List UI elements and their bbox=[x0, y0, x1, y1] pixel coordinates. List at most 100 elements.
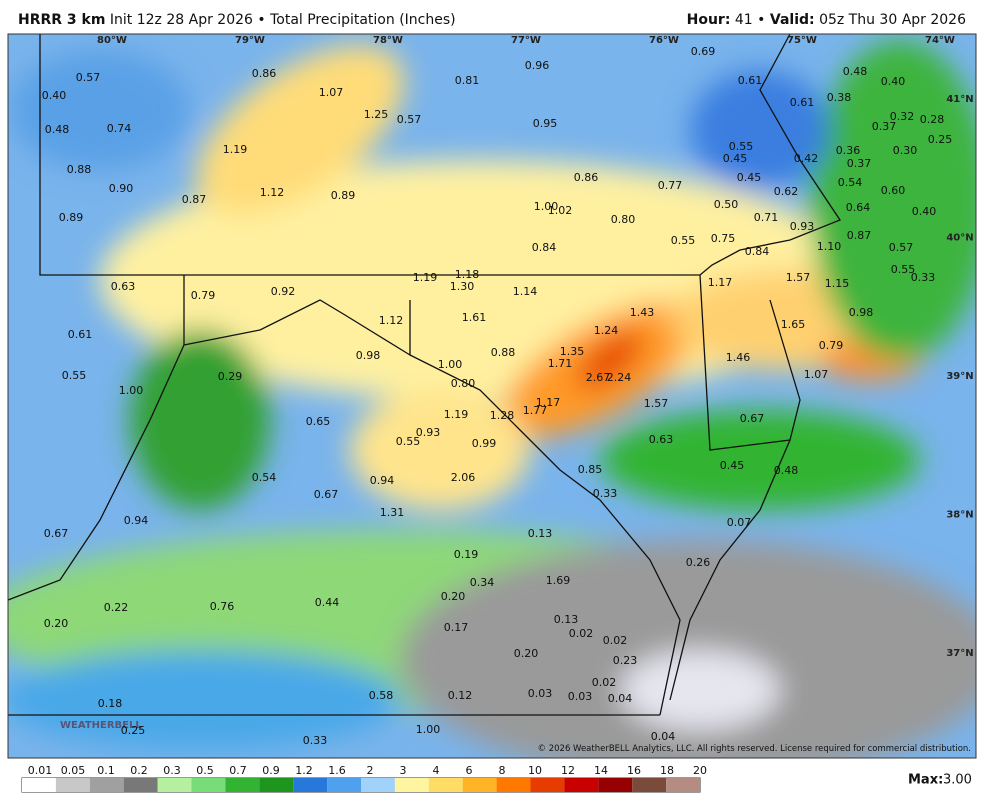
precip-value: 1.30 bbox=[450, 280, 475, 293]
precip-value: 0.48 bbox=[45, 123, 70, 136]
precip-value: 0.65 bbox=[306, 415, 331, 428]
precip-value: 0.54 bbox=[838, 176, 863, 189]
precip-value: 1.17 bbox=[708, 276, 733, 289]
precip-value: 0.03 bbox=[568, 690, 593, 703]
legend-label: 2 bbox=[367, 764, 374, 777]
valid-label: Valid: bbox=[769, 12, 815, 28]
precip-value: 0.93 bbox=[416, 426, 441, 439]
precip-value: 0.20 bbox=[441, 590, 466, 603]
precip-value: 0.12 bbox=[448, 689, 473, 702]
precip-value: 0.64 bbox=[846, 201, 871, 214]
precip-value: 0.90 bbox=[109, 182, 134, 195]
legend-label: 0.01 bbox=[28, 764, 53, 777]
precip-value: 1.46 bbox=[726, 351, 751, 364]
precip-value: 0.13 bbox=[554, 613, 579, 626]
precip-value: 0.54 bbox=[252, 471, 277, 484]
precip-value: 1.35 bbox=[560, 345, 585, 358]
legend-label: 12 bbox=[561, 764, 575, 777]
precip-value: 0.71 bbox=[754, 211, 779, 224]
precip-value: 0.28 bbox=[920, 113, 945, 126]
latitude-label: 40°N bbox=[946, 233, 973, 244]
legend-label: 16 bbox=[627, 764, 641, 777]
precip-value: 1.00 bbox=[416, 723, 441, 736]
precip-value: 0.99 bbox=[472, 437, 497, 450]
precip-value: 0.67 bbox=[314, 488, 339, 501]
latitude-label: 38°N bbox=[946, 510, 973, 521]
legend-swatch bbox=[666, 778, 700, 792]
legend-label: 18 bbox=[660, 764, 674, 777]
precip-value: 0.18 bbox=[98, 697, 123, 710]
precip-value: 0.61 bbox=[68, 328, 93, 341]
precip-value: 0.45 bbox=[737, 171, 762, 184]
precip-value: 0.84 bbox=[532, 241, 557, 254]
precip-value: 0.48 bbox=[774, 464, 799, 477]
precip-value: 1.65 bbox=[781, 318, 806, 331]
precip-value: 1.71 bbox=[548, 357, 573, 370]
legend-label: 3 bbox=[400, 764, 407, 777]
precip-value: 0.57 bbox=[397, 113, 422, 126]
legend-swatch bbox=[191, 778, 226, 792]
precip-value: 1.25 bbox=[364, 108, 389, 121]
legend-swatch bbox=[157, 778, 192, 792]
precip-value: 0.02 bbox=[592, 676, 617, 689]
legend-swatch bbox=[530, 778, 565, 792]
precip-value: 0.98 bbox=[356, 349, 381, 362]
longitude-label: 75°W bbox=[787, 35, 817, 46]
precip-value: 1.12 bbox=[379, 314, 404, 327]
precip-value: 1.31 bbox=[380, 506, 405, 519]
precip-value: 0.34 bbox=[470, 576, 495, 589]
legend-label: 4 bbox=[433, 764, 440, 777]
precip-value: 0.86 bbox=[574, 171, 599, 184]
precip-value: 0.04 bbox=[608, 692, 633, 705]
precip-value: 1.10 bbox=[817, 240, 842, 253]
precip-value: 0.87 bbox=[182, 193, 207, 206]
legend-swatch bbox=[632, 778, 667, 792]
legend-label: 0.05 bbox=[61, 764, 86, 777]
precip-value: 1.77 bbox=[523, 404, 548, 417]
precip-value: 0.02 bbox=[603, 634, 628, 647]
legend-swatch bbox=[428, 778, 463, 792]
legend-label: 14 bbox=[594, 764, 608, 777]
precip-value: 1.19 bbox=[413, 271, 438, 284]
legend-swatch bbox=[259, 778, 294, 792]
precip-field bbox=[8, 34, 976, 758]
precip-value: 0.45 bbox=[720, 459, 745, 472]
precip-value: 0.89 bbox=[331, 189, 356, 202]
precip-value: 1.17 bbox=[536, 396, 561, 409]
legend-label: 0.2 bbox=[130, 764, 148, 777]
max-value: 3.00 bbox=[943, 773, 972, 788]
precip-value: 0.57 bbox=[889, 241, 914, 254]
precip-value: 0.02 bbox=[569, 627, 594, 640]
precip-value: 0.55 bbox=[891, 263, 916, 276]
precip-value: 1.02 bbox=[548, 204, 573, 217]
precip-value: 0.61 bbox=[790, 96, 815, 109]
valid-info: Hour: 41 • Valid: 05z Thu 30 Apr 2026 bbox=[687, 12, 966, 28]
legend-swatch bbox=[22, 778, 56, 792]
precip-value: 0.86 bbox=[252, 67, 277, 80]
latitude-label: 41°N bbox=[946, 94, 973, 105]
precip-value: 0.94 bbox=[124, 514, 149, 527]
precip-value: 0.48 bbox=[843, 65, 868, 78]
precip-value: 1.28 bbox=[490, 409, 515, 422]
precip-value: 1.61 bbox=[462, 311, 487, 324]
precip-value: 0.96 bbox=[525, 59, 550, 72]
precip-value: 0.85 bbox=[578, 463, 603, 476]
legend-label: 0.5 bbox=[196, 764, 214, 777]
precip-value: 0.69 bbox=[691, 45, 716, 58]
precip-value: 0.33 bbox=[593, 487, 618, 500]
precip-value: 1.19 bbox=[223, 143, 248, 156]
precip-value: 0.94 bbox=[370, 474, 395, 487]
precip-value: 0.38 bbox=[827, 91, 852, 104]
legend-label: 1.6 bbox=[328, 764, 346, 777]
precip-value: 0.03 bbox=[528, 687, 553, 700]
latitude-label: 37°N bbox=[946, 648, 973, 659]
precip-value: 0.75 bbox=[711, 232, 736, 245]
precip-value: 1.12 bbox=[260, 186, 285, 199]
precip-value: 1.07 bbox=[804, 368, 829, 381]
longitude-label: 78°W bbox=[373, 35, 403, 46]
precip-value: 2.24 bbox=[607, 371, 632, 384]
precip-value: 0.32 bbox=[890, 110, 915, 123]
precip-value: 0.81 bbox=[455, 74, 480, 87]
